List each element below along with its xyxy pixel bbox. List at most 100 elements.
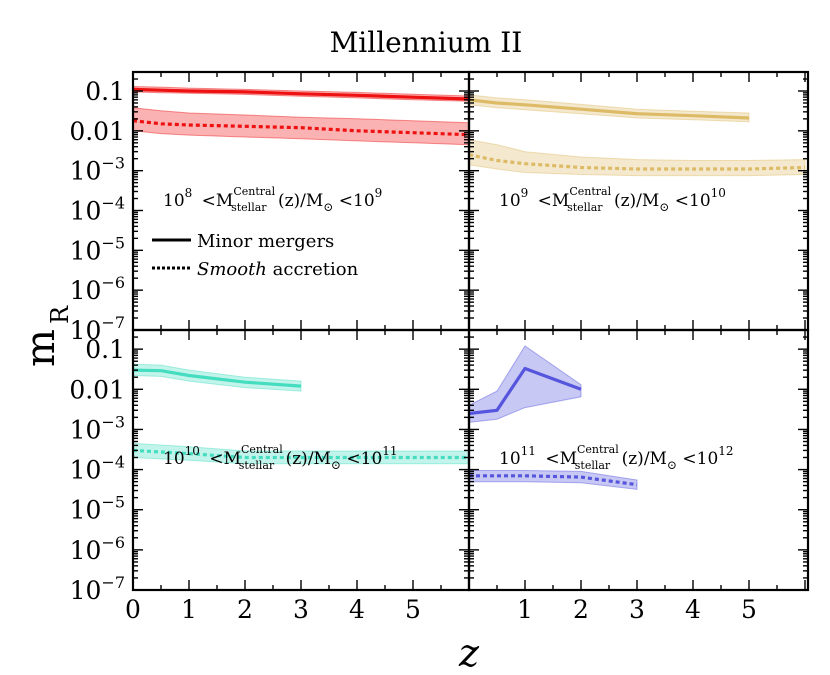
mass-range-ten: 10 <box>499 449 521 469</box>
mass-range-lt: <M <box>204 449 241 469</box>
mass-range-sun: ⊙ <box>659 200 669 214</box>
y-tick-label: 0.1 <box>85 335 125 364</box>
legend-label: Smooth accretion <box>197 259 359 280</box>
x-tick-label: 2 <box>573 595 589 624</box>
y-tick-label-exponent: −6 <box>101 273 125 292</box>
x-tick-label: 5 <box>741 595 757 624</box>
y-tick-label-base: 0.1 <box>85 77 125 106</box>
mass-range-subscript: stellar <box>575 459 611 472</box>
mass-range-lt: <M <box>532 191 569 211</box>
chart-title: Millennium II <box>330 26 523 59</box>
y-tick-label-base: 10 <box>70 276 102 305</box>
y-tick-label-base: 10 <box>70 496 102 525</box>
y-tick-label: 10−3 <box>70 154 125 186</box>
x-tick-label: 2 <box>237 595 253 624</box>
legend-label-italic: Smooth <box>197 259 273 280</box>
mass-range-subscript: stellar <box>231 201 267 214</box>
line-mergers <box>133 87 469 101</box>
legend-label: Minor mergers <box>197 231 334 252</box>
mass-range-label: 1010 <MCentral stellar (z)/M⊙ <1011 <box>163 443 398 472</box>
mass-range-lower-exponent: 11 <box>521 444 536 458</box>
y-tick-label-base: 10 <box>70 197 102 226</box>
x-tick-label: 4 <box>349 595 365 624</box>
y-tick-label: 10−5 <box>70 233 125 265</box>
mass-range-sun: ⊙ <box>667 458 677 472</box>
y-tick-label-exponent: −7 <box>101 573 125 592</box>
x-tick-label: 5 <box>405 595 421 624</box>
mass-range-upper-exponent: 12 <box>718 444 733 458</box>
mass-range-superscript: Central <box>577 443 619 456</box>
mass-range-ten: 10 <box>499 191 521 211</box>
mass-range-upper-exponent: 9 <box>375 186 383 200</box>
y-tick-label-exponent: −4 <box>101 194 125 213</box>
y-tick-label: 10−6 <box>70 273 125 305</box>
mass-range-superscript: Central <box>233 185 275 198</box>
y-tick-label: 10−7 <box>70 313 125 345</box>
mass-range-sun: ⊙ <box>331 458 341 472</box>
mass-range-upper-exponent: 10 <box>711 186 726 200</box>
y-tick-label-exponent: −7 <box>101 313 125 332</box>
y-tick-label: 10−6 <box>70 533 125 565</box>
mass-range-mid: (z)/M <box>616 449 667 469</box>
y-tick-label: 10−4 <box>70 453 125 485</box>
y-axis-label-main: m <box>18 329 64 367</box>
panel-data <box>469 345 638 490</box>
x-tick-label: 3 <box>629 595 645 624</box>
mass-range-mid: (z)/M <box>280 449 331 469</box>
y-tick-label-base: 0.01 <box>69 375 125 404</box>
legend-label-text: accretion <box>273 259 359 280</box>
x-tick-label: 1 <box>181 595 197 624</box>
y-tick-label-base: 0.1 <box>85 335 125 364</box>
mass-range-upper: <10 <box>333 191 374 211</box>
x-tick-label: 0 <box>125 595 141 624</box>
y-tick-label: 10−7 <box>70 573 125 605</box>
mass-range-superscript: Central <box>241 443 283 456</box>
mass-range-upper: <10 <box>669 191 710 211</box>
y-axis-label-sub: R <box>46 305 74 324</box>
y-tick-label-base: 0.01 <box>69 117 125 146</box>
y-tick-label-base: 10 <box>70 576 102 605</box>
line-accretion <box>133 119 469 137</box>
y-tick-label: 10−4 <box>70 194 125 226</box>
mass-range-lt: <M <box>540 449 577 469</box>
panel-data <box>133 85 469 146</box>
y-tick-label: 0.01 <box>69 117 125 146</box>
mass-range-upper: <10 <box>341 449 382 469</box>
y-tick-label-base: 10 <box>70 236 102 265</box>
panel-top-right: 109 <MCentral stellar (z)/M⊙ <1010 <box>467 70 810 332</box>
legend-label-text: Minor mergers <box>197 231 334 252</box>
mass-range-upper-exponent: 11 <box>382 444 397 458</box>
mass-range-lower-exponent: 9 <box>521 186 529 200</box>
mass-range-label: 108 <MCentral stellar (z)/M⊙ <109 <box>163 185 382 214</box>
panel-frame <box>467 328 810 592</box>
panel-bottom-right: 1011 <MCentral stellar (z)/M⊙ <1012 <box>467 328 810 592</box>
mass-range-lower-exponent: 10 <box>185 444 200 458</box>
mass-range-ten: 10 <box>163 449 185 469</box>
y-tick-label-exponent: −6 <box>101 533 125 552</box>
legend: Minor mergers Smooth accretion <box>152 231 359 280</box>
panel-data <box>469 94 806 177</box>
panel-data <box>133 363 469 465</box>
band-mergers <box>469 345 582 423</box>
mass-range-mid: (z)/M <box>273 191 324 211</box>
line-accretion <box>469 153 806 171</box>
y-tick-label-exponent: −3 <box>101 154 125 173</box>
mass-range-mid: (z)/M <box>609 191 660 211</box>
y-tick-label: 10−3 <box>70 412 125 444</box>
y-tick-label: 0.1 <box>85 77 125 106</box>
mass-range-lt: <M <box>196 191 233 211</box>
line-mergers <box>469 366 582 416</box>
mass-range-label: 109 <MCentral stellar (z)/M⊙ <1010 <box>499 185 726 214</box>
mass-range-lower-exponent: 8 <box>185 186 193 200</box>
y-tick-label: 10−5 <box>70 493 125 525</box>
y-tick-label-base: 10 <box>70 456 102 485</box>
x-tick-label: 1 <box>517 595 533 624</box>
y-tick-label: 0.01 <box>69 375 125 404</box>
mass-range-subscript: stellar <box>239 459 275 472</box>
y-tick-label-exponent: −5 <box>101 493 125 512</box>
y-tick-label-exponent: −4 <box>101 453 125 472</box>
